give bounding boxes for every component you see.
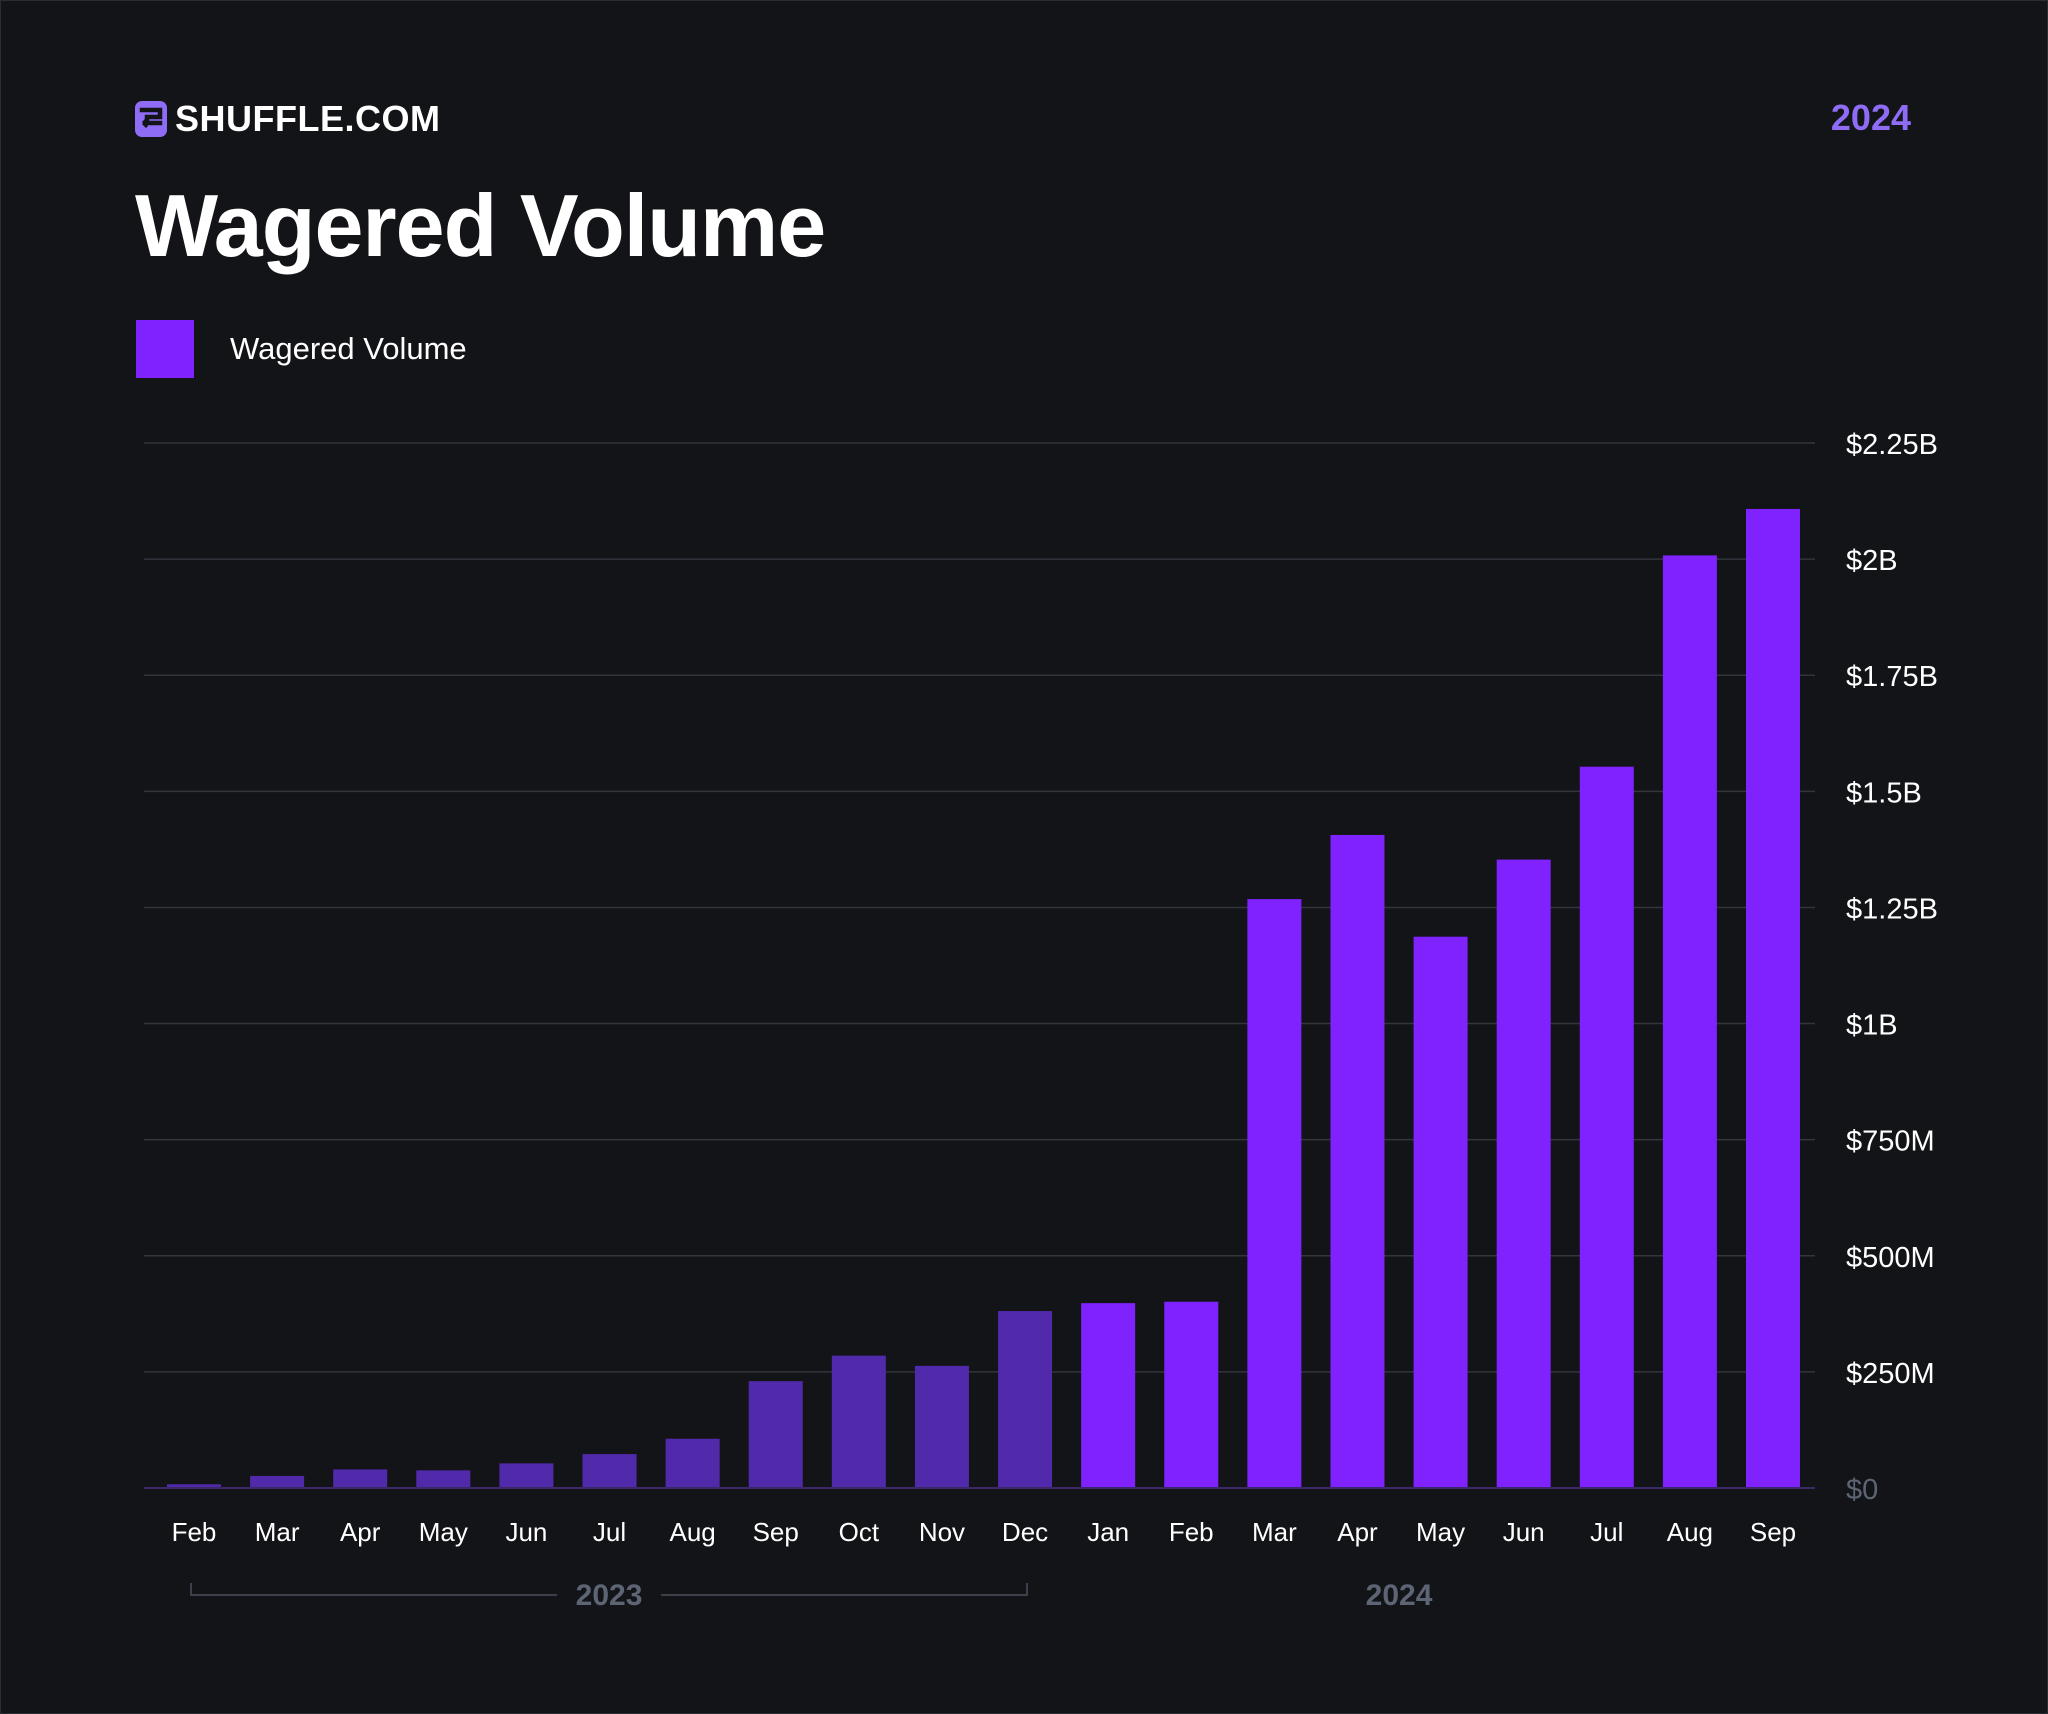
bar <box>1746 508 1800 1488</box>
y-tick-label: $2.25B <box>1846 429 1938 461</box>
x-tick-label: Jul <box>1590 1517 1623 1547</box>
bar <box>1496 859 1551 1488</box>
x-tick-label: May <box>1416 1517 1465 1547</box>
bar <box>1164 1301 1219 1488</box>
bar <box>499 1463 554 1488</box>
bar <box>1413 936 1468 1488</box>
year-label-2024: 2024 <box>1366 1579 1433 1612</box>
bar <box>167 1484 221 1488</box>
x-tick-label: Jun <box>505 1517 547 1547</box>
x-tick-label: Nov <box>919 1517 965 1547</box>
x-tick-label: Sep <box>1750 1517 1796 1547</box>
legend-swatch <box>136 320 194 378</box>
chart-legend: Wagered Volume <box>136 320 467 378</box>
y-tick-label: $750M <box>1846 1126 1935 1158</box>
y-tick-label: $1B <box>1846 1010 1898 1042</box>
y-tick-label: $1.75B <box>1846 661 1938 693</box>
year-bracket-2023 <box>190 1583 1028 1596</box>
chart-title: Wagered Volume <box>135 176 826 275</box>
bar <box>1662 555 1717 1488</box>
y-tick-label: $1.25B <box>1846 893 1938 925</box>
brand-logo[interactable]: SHUFFLE.COM <box>135 98 440 140</box>
x-tick-label: Apr <box>1337 1517 1378 1547</box>
shuffle-logo-icon <box>135 101 167 137</box>
bar <box>998 1311 1053 1488</box>
x-tick-label: Oct <box>839 1517 880 1547</box>
x-tick-label: Mar <box>1252 1517 1297 1547</box>
x-tick-label: Jul <box>593 1517 626 1547</box>
bar <box>250 1475 305 1488</box>
bar <box>665 1438 720 1488</box>
x-tick-label: Jun <box>1503 1517 1545 1547</box>
x-tick-label: Jan <box>1087 1517 1129 1547</box>
y-tick-label: $250M <box>1846 1358 1935 1390</box>
x-tick-label: Aug <box>669 1517 715 1547</box>
bar <box>416 1470 471 1488</box>
header-year: 2024 <box>1830 97 1911 138</box>
x-tick-label: Apr <box>340 1517 381 1547</box>
y-tick-label: $500M <box>1846 1242 1935 1274</box>
x-tick-label: Aug <box>1667 1517 1713 1547</box>
x-tick-label: Dec <box>1002 1517 1048 1547</box>
y-tick-label: $0 <box>1846 1474 1878 1506</box>
x-tick-label: Sep <box>753 1517 799 1547</box>
x-tick-label: Feb <box>1169 1517 1214 1547</box>
y-tick-label: $2B <box>1846 545 1898 577</box>
bar <box>333 1469 388 1488</box>
x-tick-label: May <box>419 1517 468 1547</box>
bar <box>1247 899 1302 1488</box>
brand-name: SHUFFLE.COM <box>175 98 441 139</box>
bar <box>748 1381 803 1488</box>
bar <box>582 1454 637 1488</box>
bar <box>1330 834 1385 1488</box>
y-tick-label: $1.5B <box>1846 777 1922 809</box>
bar <box>914 1365 969 1488</box>
bar <box>831 1355 886 1488</box>
x-tick-label: Feb <box>172 1517 217 1547</box>
bar <box>1579 766 1634 1488</box>
bar <box>1081 1303 1136 1488</box>
legend-label: Wagered Volume <box>230 331 467 366</box>
year-label-2023: 2023 <box>576 1579 643 1612</box>
x-tick-label: Mar <box>255 1517 300 1547</box>
